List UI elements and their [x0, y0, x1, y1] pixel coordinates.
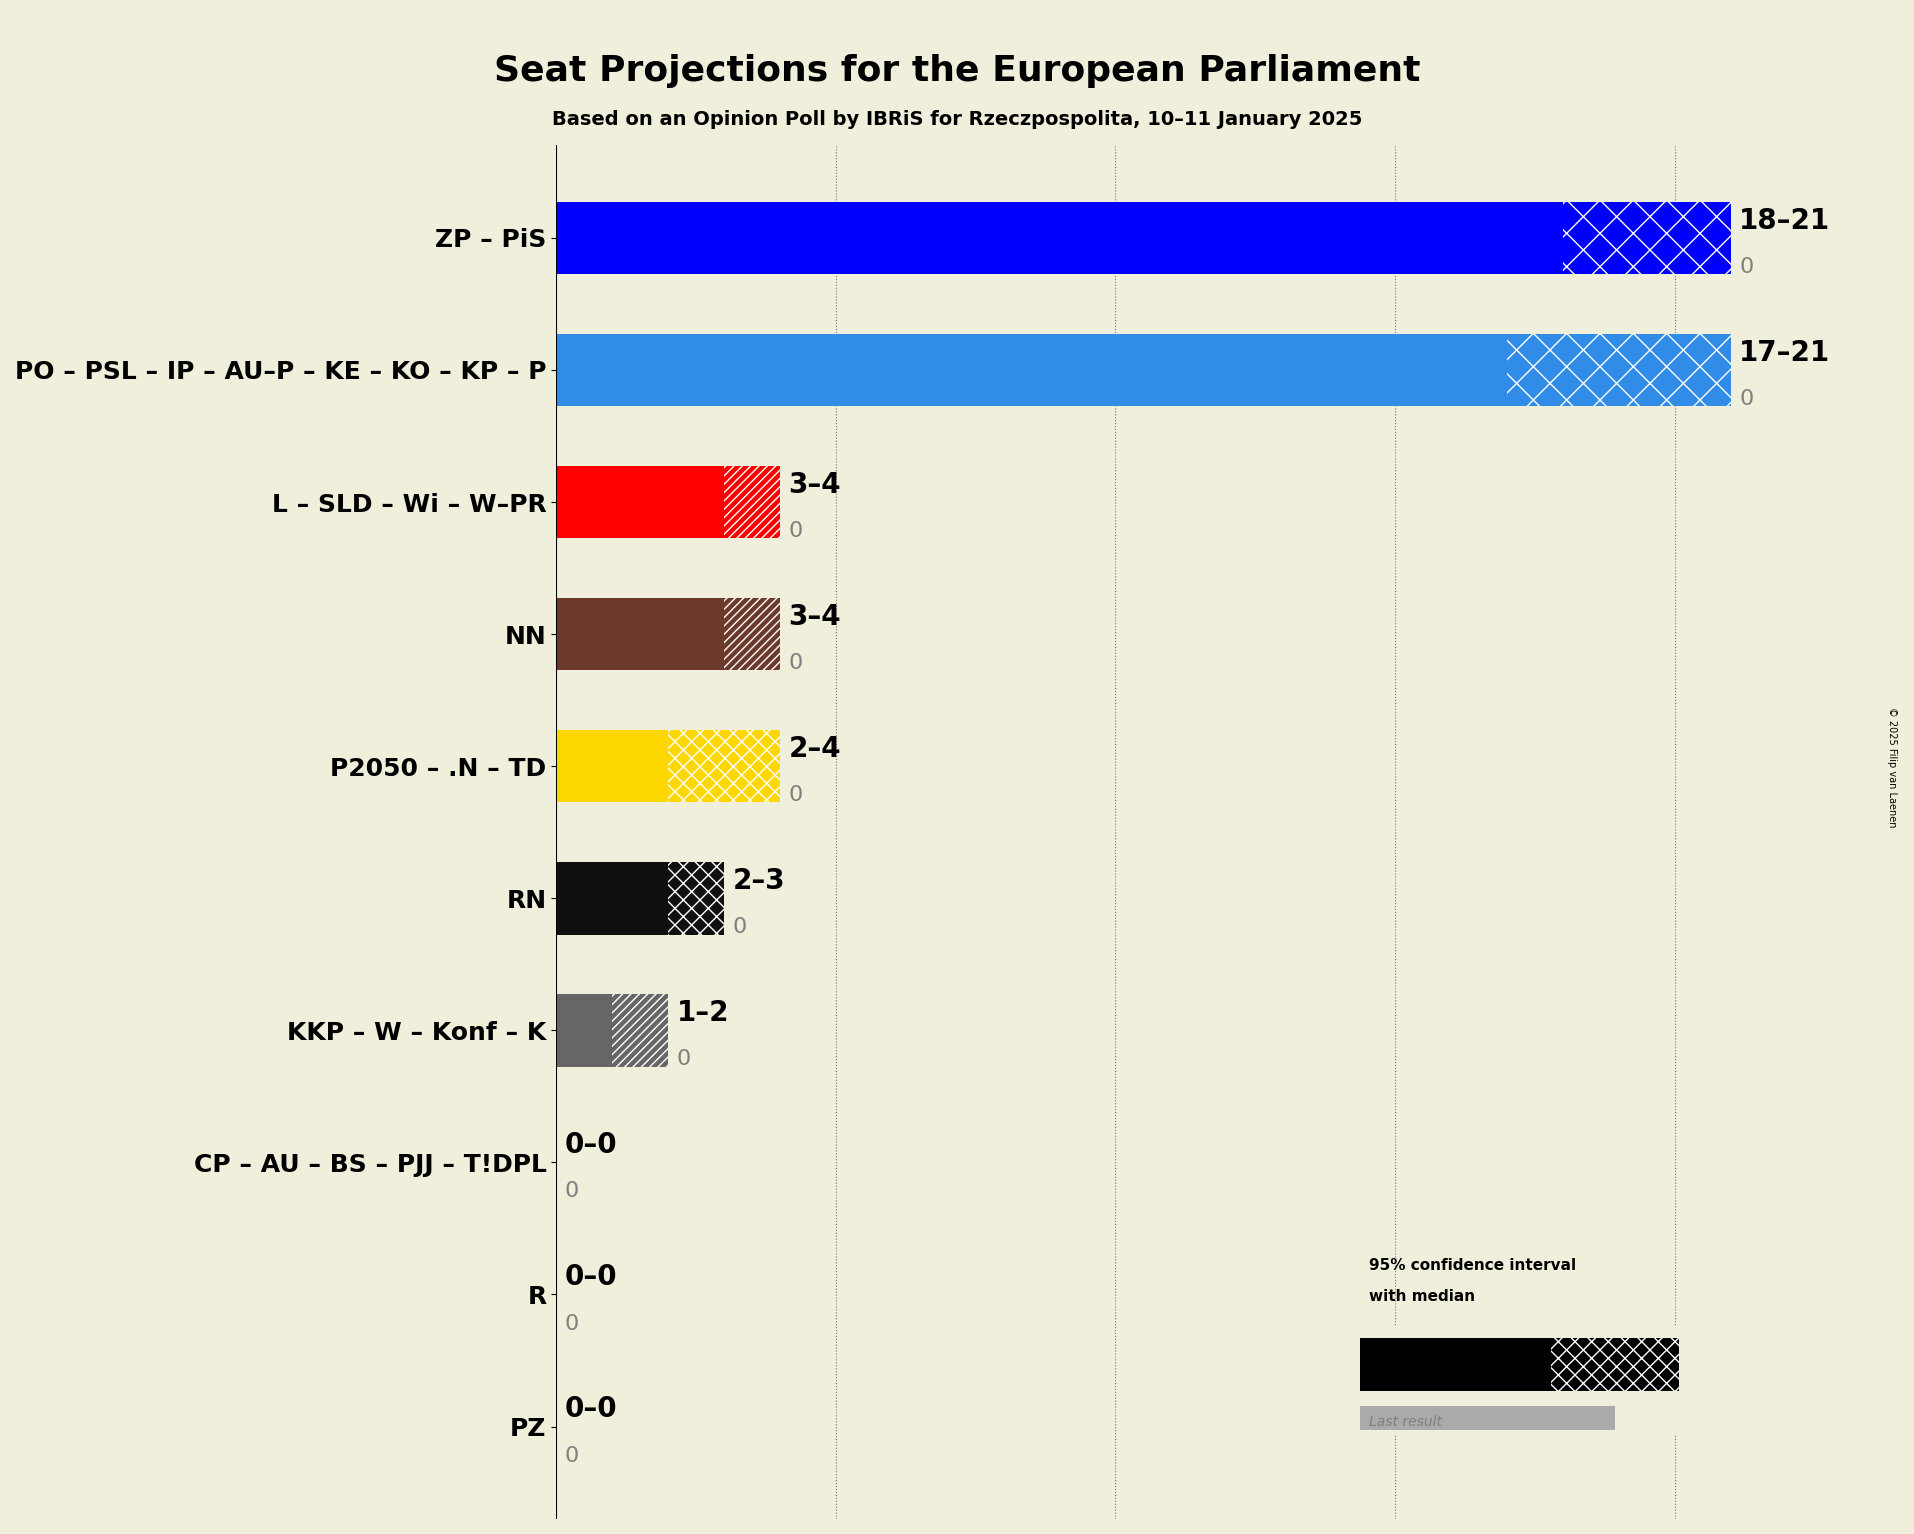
Text: 3–4: 3–4 — [789, 471, 840, 499]
Text: 0: 0 — [789, 785, 802, 805]
Text: Last result: Last result — [1369, 1414, 1441, 1430]
Text: 0: 0 — [565, 1181, 578, 1201]
Bar — [1359, 1338, 1550, 1391]
Bar — [555, 598, 723, 670]
Text: 2–4: 2–4 — [789, 735, 840, 762]
Bar — [1550, 1338, 1679, 1391]
Text: 1–2: 1–2 — [676, 999, 729, 1028]
Bar — [668, 862, 723, 934]
Bar — [612, 994, 668, 1066]
Text: 17–21: 17–21 — [1738, 339, 1830, 367]
Bar — [555, 466, 723, 538]
Bar — [1359, 1407, 1614, 1430]
Text: 0: 0 — [1738, 256, 1753, 278]
Text: 0–0: 0–0 — [565, 1131, 616, 1160]
Text: 0–0: 0–0 — [565, 1396, 616, 1424]
Text: 0: 0 — [789, 522, 802, 542]
Bar — [555, 730, 668, 802]
Bar — [723, 598, 779, 670]
Bar — [555, 994, 612, 1066]
Text: 0: 0 — [789, 653, 802, 673]
Text: 0: 0 — [565, 1313, 578, 1333]
Text: 3–4: 3–4 — [789, 603, 840, 630]
Bar — [723, 466, 779, 538]
Bar — [555, 201, 1562, 275]
Text: with median: with median — [1369, 1289, 1474, 1304]
Bar — [668, 730, 779, 802]
Text: Based on an Opinion Poll by IBRiS for Rzeczpospolita, 10–11 January 2025: Based on an Opinion Poll by IBRiS for Rz… — [551, 110, 1363, 129]
Bar — [1562, 201, 1730, 275]
Text: 18–21: 18–21 — [1738, 207, 1830, 235]
Bar — [555, 333, 1506, 407]
Bar — [555, 862, 668, 934]
Text: 2–3: 2–3 — [731, 867, 785, 894]
Text: 0: 0 — [565, 1445, 578, 1465]
Text: 0–0: 0–0 — [565, 1264, 616, 1292]
Text: 0: 0 — [731, 917, 746, 937]
Text: 0: 0 — [1738, 390, 1753, 410]
Text: 95% confidence interval: 95% confidence interval — [1369, 1258, 1575, 1273]
Text: © 2025 Filip van Laenen: © 2025 Filip van Laenen — [1885, 707, 1897, 827]
Text: 0: 0 — [676, 1049, 691, 1069]
Bar — [1506, 333, 1730, 407]
Text: Seat Projections for the European Parliament: Seat Projections for the European Parlia… — [494, 54, 1420, 87]
